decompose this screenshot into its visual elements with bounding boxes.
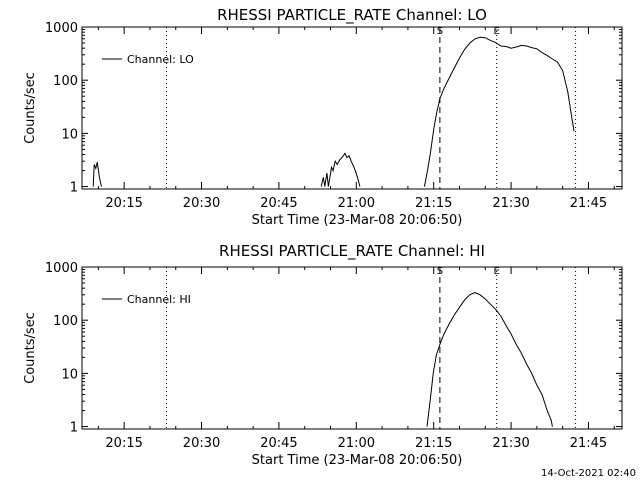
footer-timestamp: 14-Oct-2021 02:40 (541, 468, 636, 479)
time-marker-label: E (493, 266, 499, 277)
x-tick-label: 21:45 (570, 196, 607, 211)
x-tick-label: 20:30 (183, 436, 220, 451)
x-tick-label: 21:45 (570, 436, 607, 451)
y-tick-label: 100 (53, 74, 78, 89)
chart-panel-0: RHESSI PARTICLE_RATE Channel: LO 1 10 100 10… (23, 6, 623, 228)
x-tick-label: 21:15 (415, 436, 452, 451)
x-tick-label: 21:00 (338, 436, 375, 451)
x-tick-label: 20:30 (183, 196, 220, 211)
x-tick-label: 20:15 (105, 436, 142, 451)
y-tick-label: 1000 (45, 261, 78, 276)
chart-title: RHESSI PARTICLE_RATE Channel: LO (217, 6, 487, 25)
y-tick-label: 1 (70, 181, 78, 196)
time-marker-label: E (493, 26, 499, 37)
x-tick-label: 20:15 (105, 196, 142, 211)
y-tick-label: 100 (53, 314, 78, 329)
legend-entry: Channel: LO (127, 53, 194, 66)
x-tick-label: 21:00 (338, 196, 375, 211)
y-axis-label: Counts/sec (23, 72, 38, 144)
chart-panel-1: RHESSI PARTICLE_RATE Channel: HI 1 10 100 10… (23, 242, 623, 468)
y-tick-label: 10 (61, 127, 78, 142)
time-marker-label: S (437, 266, 443, 277)
x-axis-label: Start Time (23-Mar-08 20:06:50) (252, 213, 463, 228)
x-tick-label: 21:15 (415, 196, 452, 211)
x-tick-label: 21:30 (492, 196, 529, 211)
x-tick-label: 20:45 (260, 196, 297, 211)
series-line-segment (320, 152, 361, 187)
legend-entry: Channel: HI (127, 293, 191, 306)
y-tick-label: 1000 (45, 21, 78, 36)
plot-frame (81, 266, 623, 430)
chart-title: RHESSI PARTICLE_RATE Channel: HI (219, 242, 485, 261)
series-line-segment (426, 292, 553, 427)
y-tick-label: 10 (61, 367, 78, 382)
x-tick-label: 21:30 (492, 436, 529, 451)
y-axis-label: Counts/sec (23, 312, 38, 384)
x-axis-label: Start Time (23-Mar-08 20:06:50) (252, 453, 463, 468)
time-marker-label: S (437, 26, 443, 37)
y-tick-label: 1 (70, 421, 78, 436)
x-tick-label: 20:45 (260, 436, 297, 451)
series-line-segment (92, 161, 102, 187)
series-line-segment (423, 36, 575, 187)
